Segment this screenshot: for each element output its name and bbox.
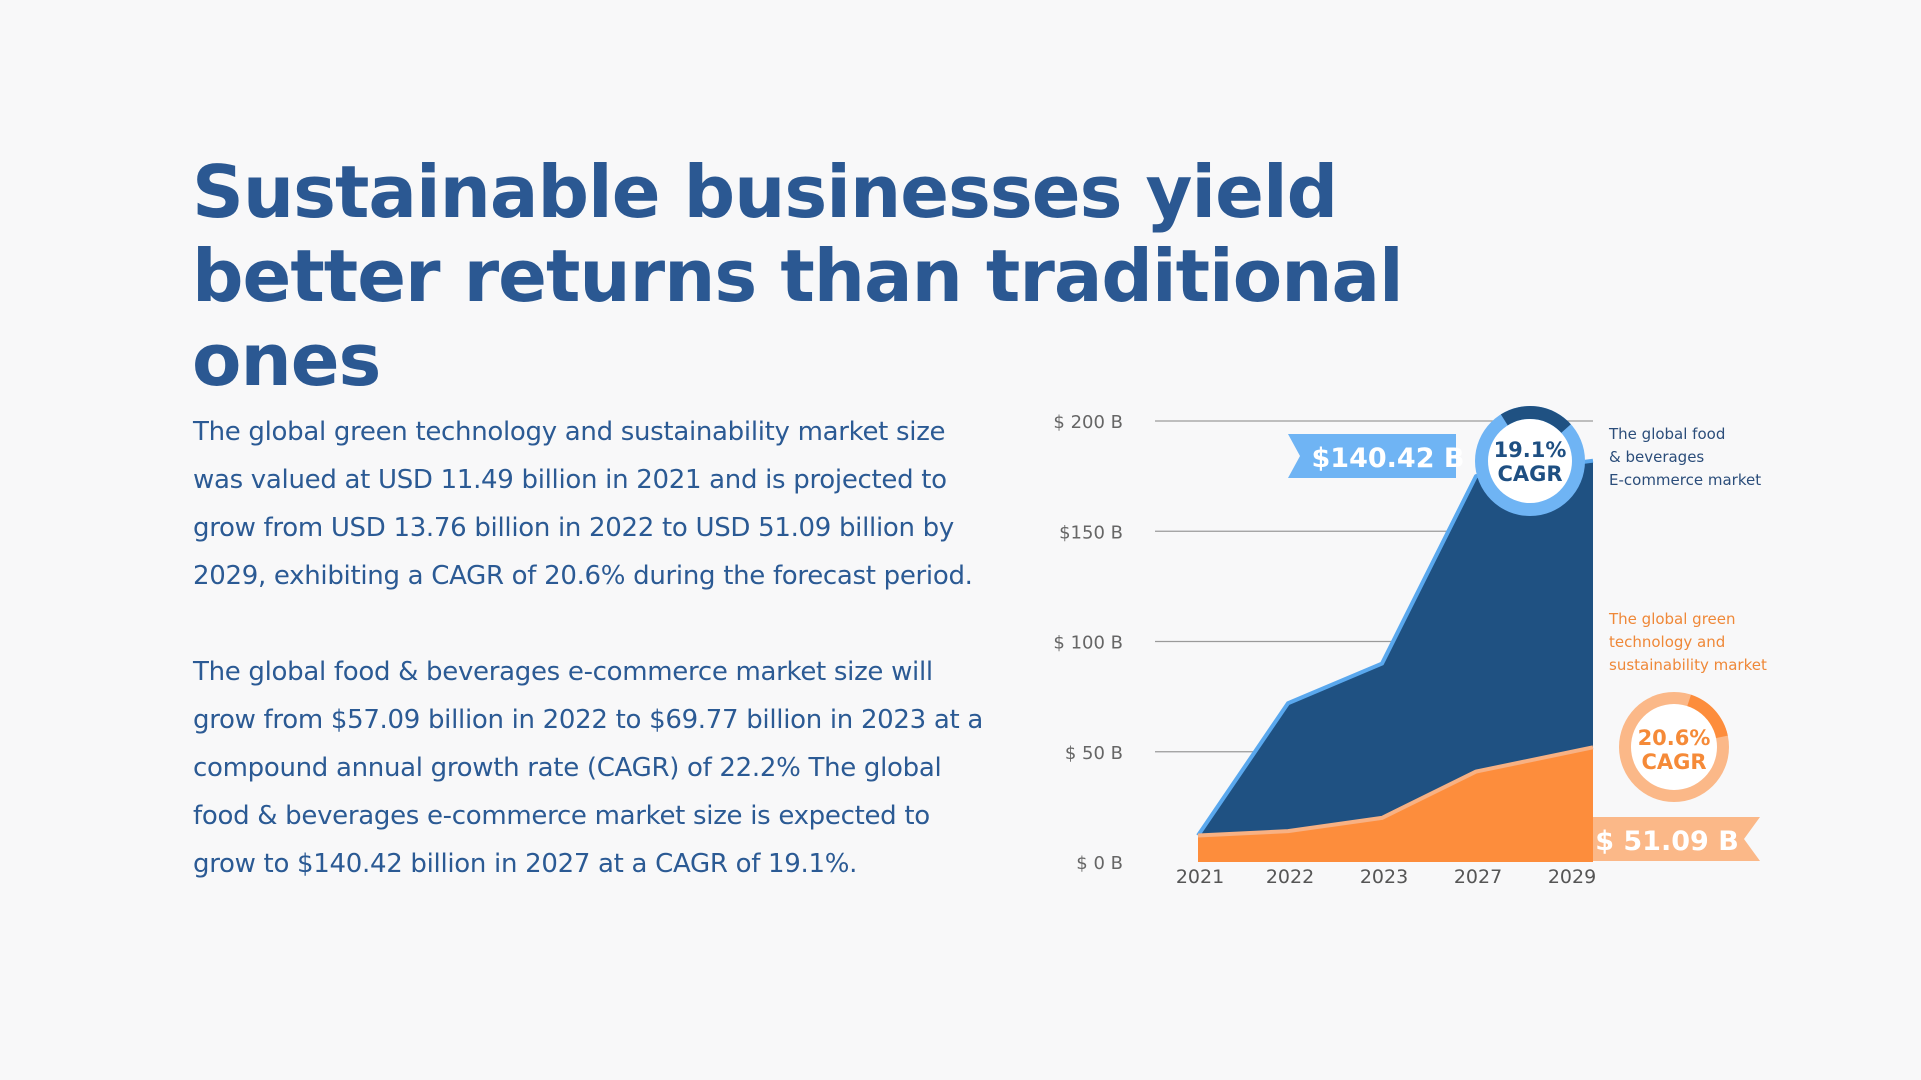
page-title: Sustainable businesses yield better retu…	[192, 150, 1404, 402]
green-tech-paragraph: The global green technology and sustaina…	[193, 417, 973, 591]
y-tick-label: $ 100 B	[1053, 633, 1123, 654]
green-tech-cagr-label: CAGR	[1641, 750, 1706, 774]
area-series	[1196, 458, 1594, 862]
food-beverage-cagr-center	[1488, 419, 1572, 503]
green-tech-value-flag	[1593, 817, 1760, 861]
food-beverage-area	[1198, 460, 1593, 862]
y-tick-label: $ 50 B	[1065, 743, 1123, 764]
x-axis-labels: 2021 2022 2023 2027 2029	[1176, 866, 1596, 888]
green-tech-area	[1198, 747, 1593, 862]
green-tech-legend-line: The global green	[1608, 610, 1736, 628]
y-axis-labels: $ 0 B $ 50 B $ 100 B $150 B $ 200 B	[1053, 412, 1123, 874]
green-tech-cagr-value: 20.6%	[1638, 726, 1711, 750]
green-tech-cagr-center	[1631, 704, 1717, 790]
food-beverage-value-label: $140.42 B	[1312, 443, 1465, 474]
x-tick-label-2027: 2027	[1454, 866, 1502, 888]
green-tech-legend-line: technology and	[1609, 633, 1725, 651]
x-tick-label-2029: 2029	[1548, 866, 1596, 888]
x-tick-label-2023: 2023	[1360, 866, 1408, 888]
food-beverage-cagr-value: 19.1%	[1494, 438, 1567, 462]
green-tech-line	[1197, 745, 1594, 838]
green-tech-legend-line: sustainability market	[1609, 656, 1767, 674]
food-beverage-cagr-arc	[1500, 406, 1571, 433]
green-tech-cagr-arc	[1686, 694, 1728, 739]
green-tech-value-label: $ 51.09 B	[1595, 826, 1739, 857]
market-growth-chart: $ 0 B $ 50 B $ 100 B $150 B $ 200 B 2021 2022…	[1053, 406, 1767, 888]
food-beverage-legend-line: The global food	[1608, 425, 1725, 443]
y-tick-label: $ 0 B	[1076, 853, 1123, 874]
y-tick-label: $ 200 B	[1053, 412, 1123, 433]
x-tick-label-2022: 2022	[1266, 866, 1314, 888]
food-beverage-cagr-label: CAGR	[1497, 462, 1562, 486]
food-beverage-legend-line: E-commerce market	[1609, 471, 1761, 489]
y-tick-label: $150 B	[1059, 522, 1123, 543]
food-beverage-paragraph: The global food & beverages e-commerce m…	[193, 657, 983, 879]
x-tick-label-2021: 2021	[1176, 866, 1224, 888]
food-beverage-legend-line: & beverages	[1609, 448, 1704, 466]
food-beverage-value-flag	[1288, 434, 1456, 478]
